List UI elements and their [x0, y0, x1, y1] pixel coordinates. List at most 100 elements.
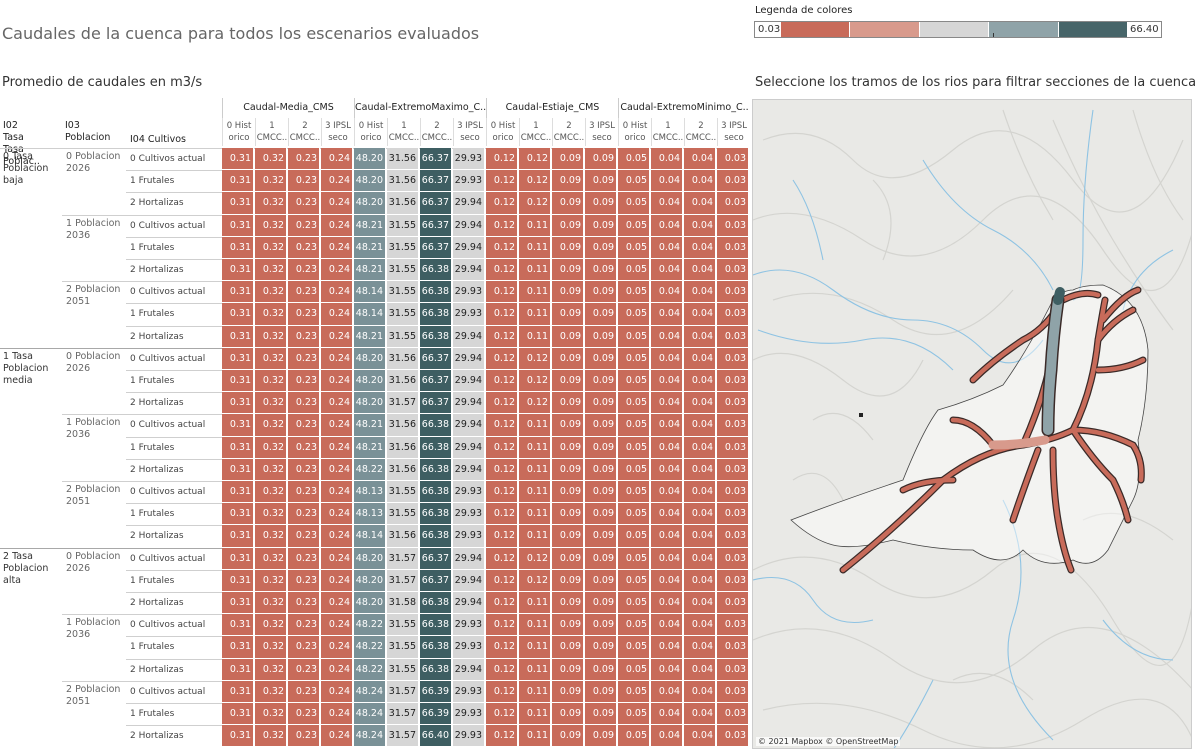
value-cell[interactable]: 0.23	[288, 569, 320, 592]
crop-label[interactable]: 0 Cultivos actual	[130, 353, 206, 364]
crop-label[interactable]: 1 Frutales	[130, 376, 175, 386]
value-cell[interactable]: 0.12	[486, 547, 518, 570]
crop-label[interactable]: 0 Cultivos actual	[130, 620, 206, 631]
crop-label[interactable]: 2 Hortalizas	[130, 331, 184, 342]
value-cell[interactable]: 0.04	[684, 725, 716, 748]
scenario-header[interactable]: 2 CMCC..	[684, 118, 717, 146]
value-cell[interactable]: 0.09	[585, 370, 617, 393]
value-cell[interactable]: 31.57	[387, 680, 419, 703]
value-cell[interactable]: 0.23	[288, 503, 320, 526]
color-legend[interactable]: 0.03 66.40	[754, 21, 1162, 38]
value-cell[interactable]: 66.38	[420, 259, 452, 282]
value-cell[interactable]: 0.11	[519, 436, 551, 459]
value-cell[interactable]: 48.20	[354, 370, 386, 393]
value-cell[interactable]: 0.05	[618, 436, 650, 459]
value-cell[interactable]: 66.37	[420, 214, 452, 237]
value-cell[interactable]: 0.24	[321, 481, 353, 504]
value-cell[interactable]: 0.23	[288, 192, 320, 215]
value-cell[interactable]: 31.55	[387, 303, 419, 326]
value-cell[interactable]: 0.31	[222, 414, 254, 437]
value-cell[interactable]: 31.55	[387, 636, 419, 659]
value-cell[interactable]: 0.32	[255, 636, 287, 659]
value-cell[interactable]: 0.32	[255, 259, 287, 282]
value-cell[interactable]: 66.37	[420, 347, 452, 370]
value-cell[interactable]: 0.12	[486, 281, 518, 304]
value-cell[interactable]: 0.04	[684, 458, 716, 481]
value-cell[interactable]: 48.20	[354, 392, 386, 415]
value-cell[interactable]: 0.04	[651, 680, 683, 703]
value-cell[interactable]: 31.55	[387, 259, 419, 282]
value-cell[interactable]: 0.32	[255, 170, 287, 193]
value-cell[interactable]: 0.09	[585, 281, 617, 304]
value-cell[interactable]: 48.20	[354, 148, 386, 171]
value-cell[interactable]: 0.11	[519, 303, 551, 326]
value-cell[interactable]: 0.04	[651, 170, 683, 193]
value-cell[interactable]: 0.24	[321, 503, 353, 526]
value-cell[interactable]: 0.31	[222, 703, 254, 726]
value-cell[interactable]: 0.04	[651, 703, 683, 726]
value-cell[interactable]: 31.56	[387, 414, 419, 437]
value-cell[interactable]: 0.09	[552, 192, 584, 215]
value-cell[interactable]: 0.12	[486, 503, 518, 526]
value-cell[interactable]: 0.31	[222, 503, 254, 526]
value-cell[interactable]: 0.05	[618, 303, 650, 326]
value-cell[interactable]: 0.04	[684, 525, 716, 548]
value-cell[interactable]: 0.05	[618, 525, 650, 548]
value-cell[interactable]: 0.31	[222, 236, 254, 259]
value-cell[interactable]: 0.05	[618, 614, 650, 637]
value-cell[interactable]: 0.11	[519, 658, 551, 681]
value-cell[interactable]: 0.23	[288, 614, 320, 637]
value-cell[interactable]: 0.09	[552, 658, 584, 681]
value-cell[interactable]: 31.55	[387, 658, 419, 681]
value-cell[interactable]: 0.05	[618, 503, 650, 526]
value-cell[interactable]: 0.09	[585, 525, 617, 548]
rate-label[interactable]: 2 Tasa Poblacion alta	[3, 550, 49, 586]
value-cell[interactable]: 0.32	[255, 148, 287, 171]
value-cell[interactable]: 0.03	[717, 658, 749, 681]
value-cell[interactable]: 0.23	[288, 680, 320, 703]
value-cell[interactable]: 0.05	[618, 347, 650, 370]
value-cell[interactable]: 0.12	[486, 370, 518, 393]
value-cell[interactable]: 0.12	[486, 680, 518, 703]
value-cell[interactable]: 0.32	[255, 680, 287, 703]
value-cell[interactable]: 0.09	[552, 592, 584, 615]
value-cell[interactable]: 66.37	[420, 236, 452, 259]
value-cell[interactable]: 0.32	[255, 392, 287, 415]
value-cell[interactable]: 0.12	[519, 569, 551, 592]
value-cell[interactable]: 31.57	[387, 392, 419, 415]
value-cell[interactable]: 48.22	[354, 614, 386, 637]
value-cell[interactable]: 0.03	[717, 636, 749, 659]
value-cell[interactable]: 0.11	[519, 481, 551, 504]
value-cell[interactable]: 0.32	[255, 658, 287, 681]
value-cell[interactable]: 0.04	[651, 458, 683, 481]
value-cell[interactable]: 66.38	[420, 503, 452, 526]
value-cell[interactable]: 0.31	[222, 259, 254, 282]
value-cell[interactable]: 66.37	[420, 192, 452, 215]
value-cell[interactable]: 0.12	[486, 525, 518, 548]
value-cell[interactable]: 0.32	[255, 725, 287, 748]
value-cell[interactable]: 29.94	[453, 392, 485, 415]
value-cell[interactable]: 0.32	[255, 370, 287, 393]
value-cell[interactable]: 29.94	[453, 547, 485, 570]
value-cell[interactable]: 66.38	[420, 614, 452, 637]
value-cell[interactable]: 0.09	[585, 503, 617, 526]
value-cell[interactable]: 0.12	[486, 592, 518, 615]
value-cell[interactable]: 31.56	[387, 148, 419, 171]
value-cell[interactable]: 0.09	[552, 569, 584, 592]
value-cell[interactable]: 0.09	[552, 414, 584, 437]
value-cell[interactable]: 0.31	[222, 614, 254, 637]
value-cell[interactable]: 0.23	[288, 658, 320, 681]
value-cell[interactable]: 48.13	[354, 503, 386, 526]
value-cell[interactable]: 0.24	[321, 259, 353, 282]
value-cell[interactable]: 0.05	[618, 192, 650, 215]
value-cell[interactable]: 0.23	[288, 725, 320, 748]
metric-header[interactable]: Caudal-Estiaje_CMS	[486, 98, 618, 118]
value-cell[interactable]: 66.40	[420, 725, 452, 748]
value-cell[interactable]: 0.12	[486, 414, 518, 437]
value-cell[interactable]: 31.56	[387, 192, 419, 215]
value-cell[interactable]: 0.23	[288, 703, 320, 726]
value-cell[interactable]: 0.04	[651, 592, 683, 615]
value-cell[interactable]: 66.39	[420, 680, 452, 703]
crop-label[interactable]: 2 Hortalizas	[130, 398, 184, 409]
value-cell[interactable]: 0.09	[585, 569, 617, 592]
